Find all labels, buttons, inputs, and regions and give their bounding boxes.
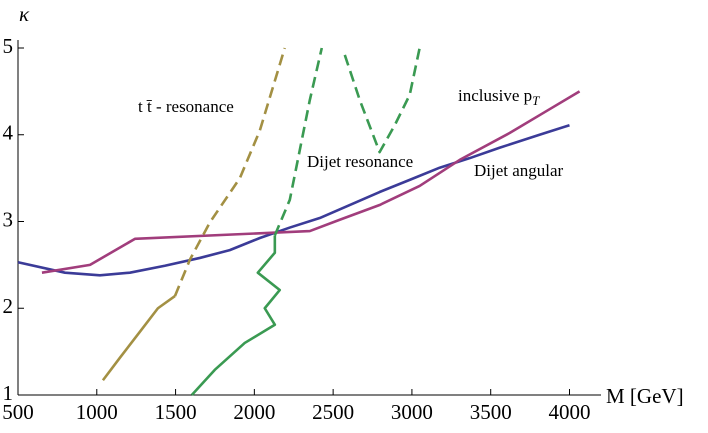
x-tick-label: 500	[2, 400, 34, 424]
x-tick-label: 2500	[312, 400, 354, 424]
y-axis-label: κ	[19, 2, 30, 26]
x-tick-label: 1000	[76, 400, 118, 424]
series-line	[173, 47, 287, 297]
series-line	[41, 90, 581, 274]
y-tick-label: 1	[3, 381, 14, 405]
series-label-text: t t̄ - resonance	[138, 97, 234, 116]
series-label: t t̄ - resonance	[138, 97, 234, 116]
series-label-subscript: T	[532, 93, 540, 108]
x-axis-label: M [GeV]	[606, 384, 684, 408]
x-tick-label: 4000	[548, 400, 590, 424]
x-tick-label: 3000	[391, 400, 433, 424]
series-label: Dijet angular	[474, 161, 564, 180]
series-label-text: Dijet angular	[474, 161, 564, 180]
series-line	[273, 47, 421, 236]
series-label: inclusive pT	[458, 86, 540, 108]
series-line	[17, 123, 570, 277]
y-tick-label: 2	[3, 294, 14, 318]
x-tick-label: 1500	[155, 400, 197, 424]
y-tick-label: 3	[3, 207, 14, 231]
y-tick-label: 5	[3, 34, 14, 58]
series-line	[190, 235, 282, 396]
series-label-text: Dijet resonance	[307, 152, 413, 171]
series-line	[101, 295, 176, 382]
y-tick-label: 4	[3, 121, 14, 145]
series-label-text: inclusive p	[458, 86, 532, 105]
x-tick-label: 3500	[470, 400, 512, 424]
series-label: Dijet resonance	[307, 152, 413, 171]
x-tick-label: 2000	[233, 400, 275, 424]
